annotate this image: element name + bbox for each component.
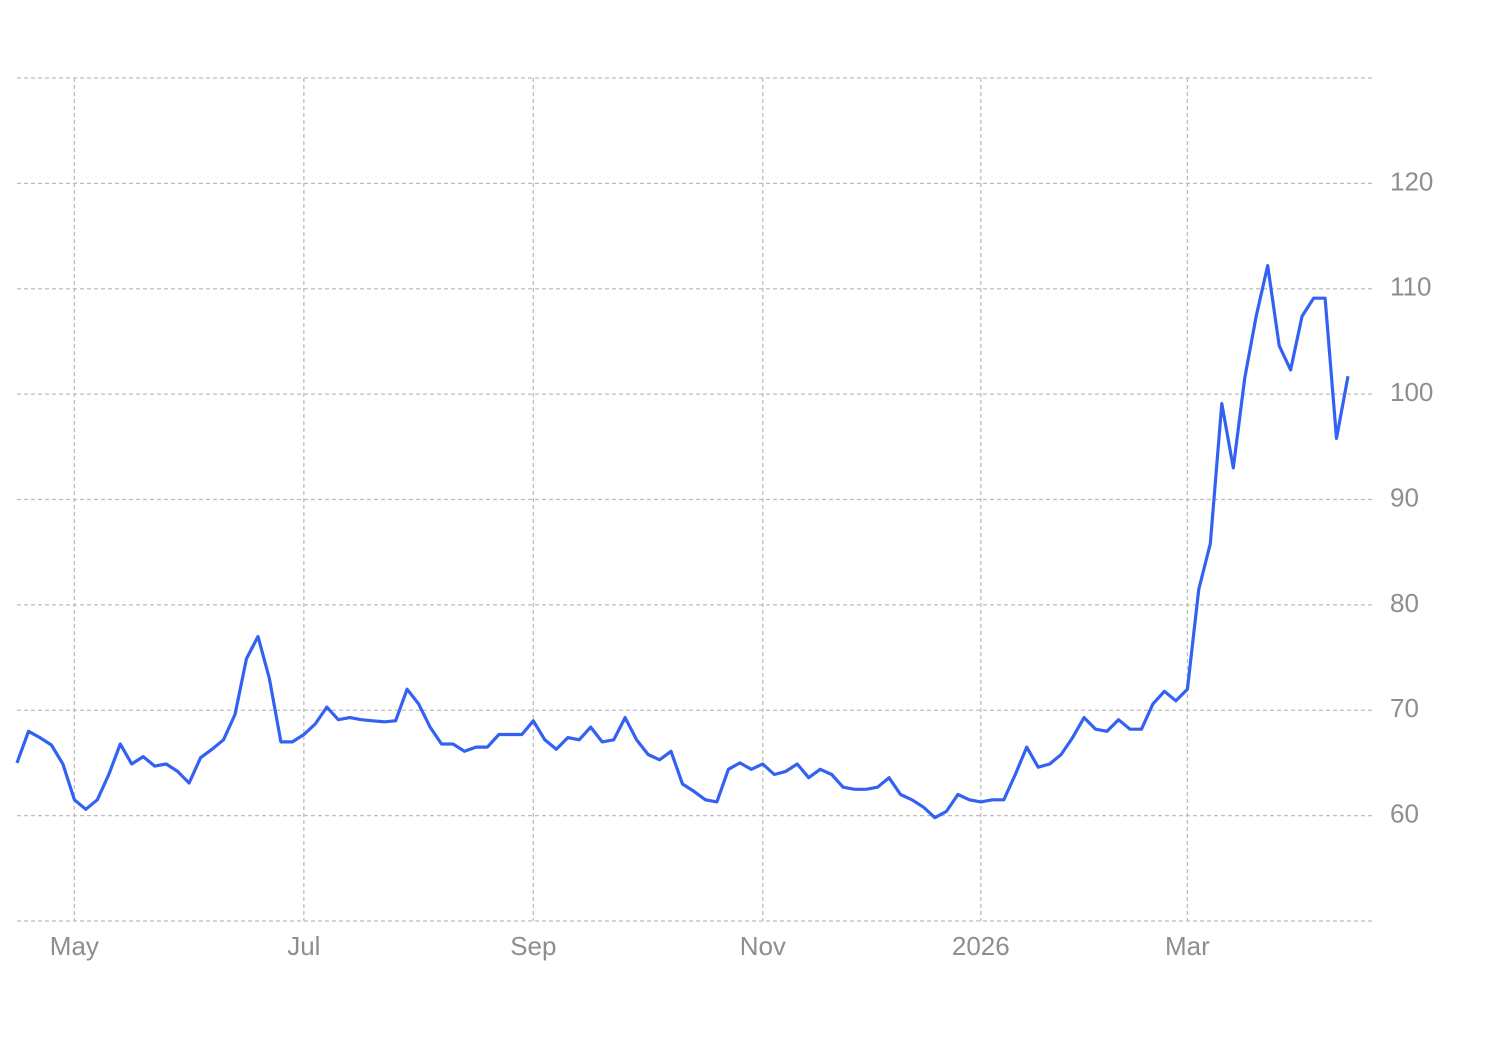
y-tick-label: 60 xyxy=(1390,799,1419,829)
x-tick-label: Sep xyxy=(510,931,556,961)
x-tick-label: Jul xyxy=(287,931,320,961)
y-tick-label: 90 xyxy=(1390,482,1419,512)
y-tick-label: 120 xyxy=(1390,166,1433,196)
x-tick-label: May xyxy=(50,931,99,961)
x-tick-label: Mar xyxy=(1165,931,1210,961)
x-tick-label: 2026 xyxy=(952,931,1010,961)
y-tick-label: 80 xyxy=(1390,588,1419,618)
y-tick-label: 100 xyxy=(1390,377,1433,407)
y-tick-label: 70 xyxy=(1390,693,1419,723)
x-tick-label: Nov xyxy=(740,931,786,961)
y-tick-label: 110 xyxy=(1390,272,1431,302)
line-series xyxy=(15,264,1350,820)
